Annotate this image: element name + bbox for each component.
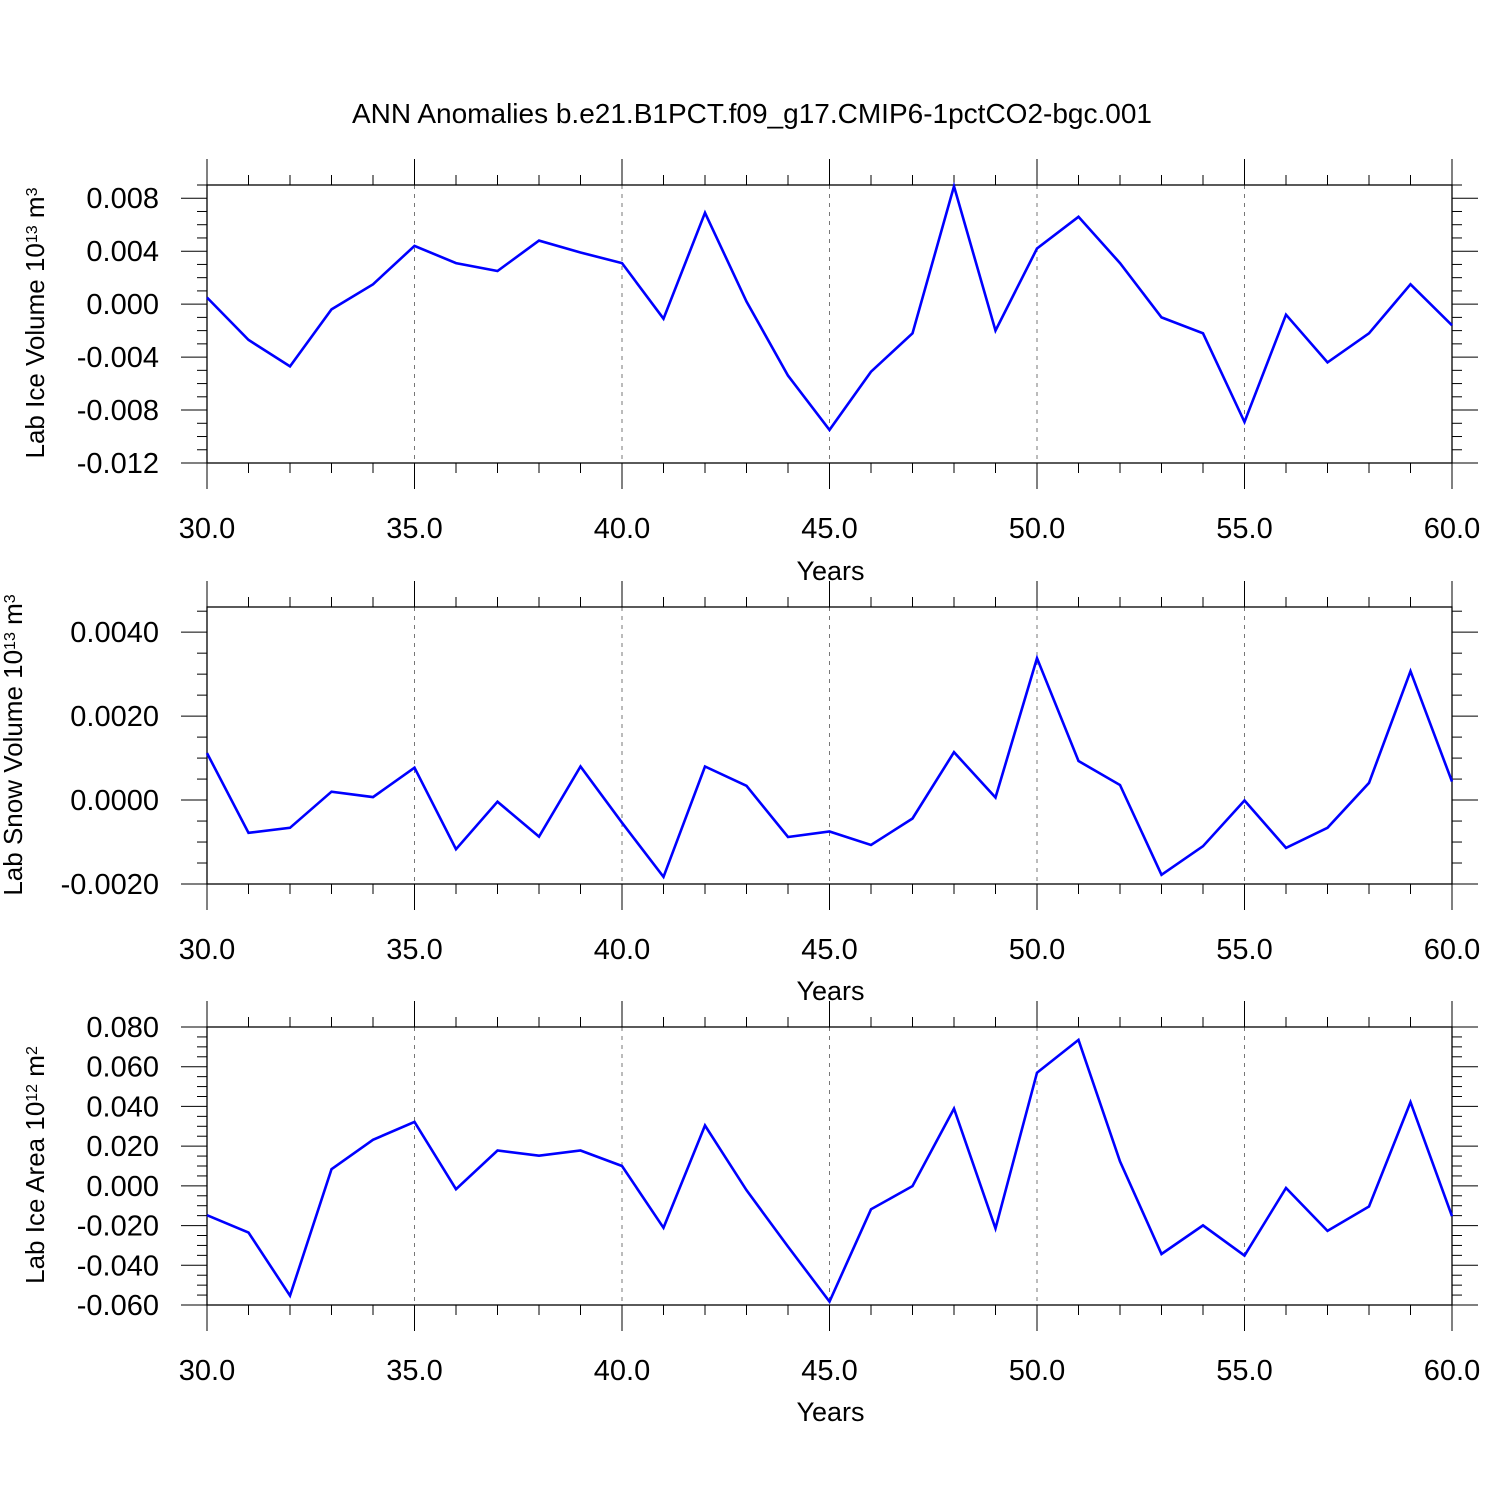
x-tick-label: 30.0 xyxy=(179,934,235,966)
x-tick-label: 60.0 xyxy=(1424,1355,1480,1387)
y-tick-label: 0.0000 xyxy=(70,785,159,817)
y-tick-label: 0.040 xyxy=(86,1091,159,1123)
x-tick-label: 30.0 xyxy=(179,513,235,545)
panel-2: 30.0 35.0 40.0 45.0 50.0 55.0 60.0 -0.0020 0.000… xyxy=(0,581,1480,1006)
x-tick-label: 55.0 xyxy=(1216,1355,1272,1387)
x-tick-label: 45.0 xyxy=(801,513,857,545)
x-tick-label: 40.0 xyxy=(594,934,650,966)
x-axis-label: Years xyxy=(796,556,864,586)
y-tick-label: -0.004 xyxy=(77,342,159,374)
x-tick-label: 40.0 xyxy=(594,513,650,545)
x-tick-label: 55.0 xyxy=(1216,934,1272,966)
series-line xyxy=(205,654,1454,880)
y-tick-label: 0.004 xyxy=(86,236,159,268)
panel-3: 30.0 35.0 40.0 45.0 50.0 55.0 60.0 -0.060 -0.040… xyxy=(20,1001,1480,1427)
x-tick-label: 50.0 xyxy=(1009,513,1065,545)
y-tick-label: -0.0020 xyxy=(61,869,159,901)
x-tick-label: 30.0 xyxy=(179,1355,235,1387)
x-tick-label: 55.0 xyxy=(1216,513,1272,545)
x-tick-label: 35.0 xyxy=(386,513,442,545)
y-axis-label: Lab Ice Volume 1013 m3 xyxy=(20,187,50,458)
y-tick-label: 0.000 xyxy=(86,1171,159,1203)
y-axis-label: Lab Snow Volume 1013 m3 xyxy=(0,594,28,895)
y-tick-label: -0.020 xyxy=(77,1211,159,1243)
y-tick-label: -0.012 xyxy=(77,448,159,480)
y-tick-label: 0.0020 xyxy=(70,701,159,733)
x-tick-label: 50.0 xyxy=(1009,1355,1065,1387)
panels: 30.0 35.0 40.0 45.0 50.0 55.0 60.0 -0.012 -0.008… xyxy=(0,159,1480,1427)
x-tick-label: 60.0 xyxy=(1424,513,1480,545)
x-tick-label: 35.0 xyxy=(386,1355,442,1387)
y-tick-label: 0.080 xyxy=(86,1012,159,1044)
panel-1: 30.0 35.0 40.0 45.0 50.0 55.0 60.0 -0.012 -0.008… xyxy=(20,159,1480,586)
x-tick-label: 60.0 xyxy=(1424,934,1480,966)
y-tick-label: 0.0040 xyxy=(70,617,159,649)
x-tick-label: 45.0 xyxy=(801,1355,857,1387)
x-tick-label: 50.0 xyxy=(1009,934,1065,966)
series-line xyxy=(206,1037,1454,1305)
x-tick-label: 40.0 xyxy=(594,1355,650,1387)
y-tick-label: 0.060 xyxy=(86,1052,159,1084)
figure-title: ANN Anomalies b.e21.B1PCT.f09_g17.CMIP6-… xyxy=(352,98,1152,129)
y-tick-label: -0.040 xyxy=(77,1250,159,1282)
x-tick-label: 35.0 xyxy=(386,934,442,966)
y-tick-label: 0.000 xyxy=(86,289,159,321)
y-tick-label: 0.008 xyxy=(86,183,159,215)
y-tick-label: 0.020 xyxy=(86,1131,159,1163)
y-tick-label: -0.008 xyxy=(77,395,159,427)
x-axis-label: Years xyxy=(796,1397,864,1427)
y-tick-label: -0.060 xyxy=(77,1290,159,1322)
y-axis-label: Lab Ice Area 1012 m2 xyxy=(20,1046,50,1284)
series-line xyxy=(206,181,1453,433)
x-axis-label: Years xyxy=(796,976,864,1006)
x-tick-label: 45.0 xyxy=(801,934,857,966)
